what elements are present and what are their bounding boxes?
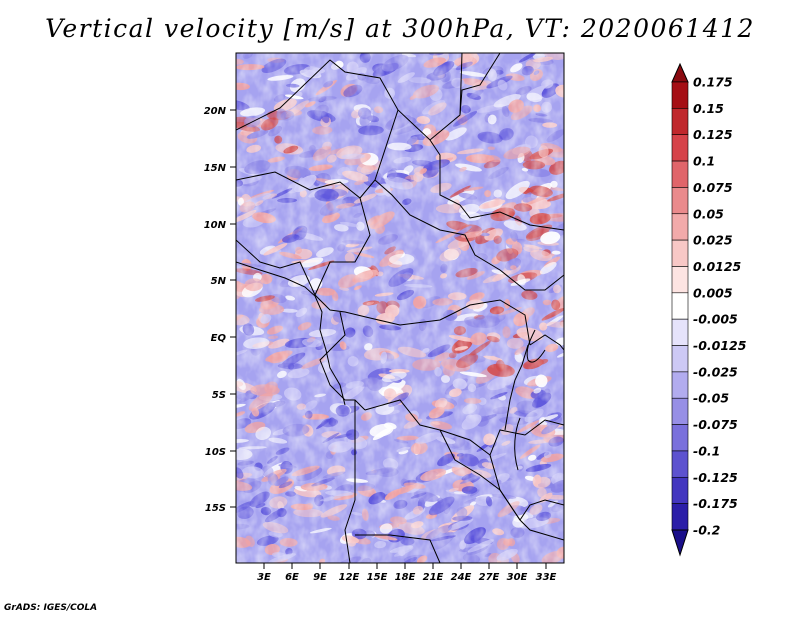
- colorbar-swatch: [671, 134, 689, 162]
- colorbar-label: 0.025: [693, 233, 733, 248]
- colorbar-swatch: [671, 424, 689, 452]
- colorbar-low-arrow: [671, 529, 689, 557]
- lon-tick: 30E: [507, 563, 528, 583]
- lat-tick: 10N: [204, 220, 236, 231]
- colorbar-swatch: [671, 108, 689, 136]
- colorbar-swatch: [671, 371, 689, 399]
- colorbar-label: 0.175: [693, 75, 733, 90]
- lon-tick: 15E: [367, 563, 388, 583]
- colorbar-label: -0.005: [693, 312, 738, 327]
- colorbar-swatch: [671, 81, 689, 109]
- colorbar-swatch: [671, 239, 689, 267]
- colorbar-label: -0.125: [693, 470, 738, 485]
- lon-tick: 27E: [479, 563, 500, 583]
- lon-tick: 9E: [313, 563, 327, 583]
- colorbar-label: 0.0125: [693, 259, 742, 274]
- colorbar-labels: 0.175 0.15 0.125 0.1 0.075 0.05 0.025 0.0125 0.0…: [693, 75, 747, 538]
- colorbar-label: -0.05: [693, 391, 729, 406]
- colorbar-swatch: [671, 397, 689, 425]
- lat-tick: 10S: [205, 447, 236, 458]
- lon-label-3e: 3E: [257, 572, 271, 583]
- lat-tick: 20N: [204, 106, 236, 117]
- colorbar-label: 0.125: [693, 127, 733, 142]
- lat-label-15s: 15S: [205, 503, 226, 514]
- colorbar-label: 0.005: [693, 285, 733, 300]
- lon-tick: 18E: [395, 563, 416, 583]
- lat-label-eq: EQ: [211, 333, 227, 344]
- lon-label-30e: 30E: [507, 572, 528, 583]
- colorbar-label: -0.2: [693, 523, 720, 538]
- chart-title: Vertical velocity [m/s] at 300hPa, VT: 2…: [45, 14, 755, 43]
- lon-label-24e: 24E: [451, 572, 472, 583]
- lon-tick: 24E: [451, 563, 472, 583]
- lat-label-5n: 5N: [211, 276, 227, 287]
- colorbar-label: 0.05: [693, 206, 724, 221]
- colorbar-swatch: [671, 292, 689, 320]
- colorbar-high-arrow: [671, 62, 689, 83]
- colorbar-label: -0.025: [693, 364, 738, 379]
- grads-credit: GrADS: IGES/COLA: [4, 603, 98, 613]
- latitude-axis: 20N 15N 10N 5N EQ 5S 10S 15S: [204, 106, 236, 514]
- map-frame: [235, 52, 565, 564]
- lon-tick: 33E: [536, 563, 557, 583]
- texture-overlay: [236, 53, 564, 563]
- lat-tick: 15S: [205, 503, 236, 514]
- lon-tick: 21E: [423, 563, 444, 583]
- lon-label-12e: 12E: [339, 572, 360, 583]
- lat-tick: 15N: [204, 163, 236, 174]
- lon-label-21e: 21E: [423, 572, 444, 583]
- colorbar-label: -0.075: [693, 417, 738, 432]
- lon-label-33e: 33E: [536, 572, 557, 583]
- colorbar-swatch: [671, 213, 689, 241]
- lat-label-5s: 5S: [212, 390, 226, 401]
- colorbar-label: -0.0125: [693, 338, 747, 353]
- lat-tick: 5S: [212, 390, 236, 401]
- colorbar-swatches: [671, 81, 689, 531]
- velocity-field: [236, 53, 564, 563]
- colorbar-swatch: [671, 476, 689, 504]
- lon-label-9e: 9E: [313, 572, 327, 583]
- colorbar-label: 0.1: [693, 154, 715, 169]
- lon-label-15e: 15E: [367, 572, 388, 583]
- colorbar-swatch: [671, 503, 689, 531]
- longitude-axis: 3E 6E 9E 12E 15E 18E 21E 24E 27E 30E 33E: [257, 563, 557, 583]
- lat-label-20n: 20N: [204, 106, 227, 117]
- lat-label-10s: 10S: [205, 447, 226, 458]
- lat-tick: EQ: [211, 333, 236, 344]
- lon-tick: 6E: [285, 563, 299, 583]
- lon-label-18e: 18E: [395, 572, 416, 583]
- colorbar-swatch: [671, 450, 689, 478]
- colorbar-label: 0.15: [693, 101, 724, 116]
- lon-tick: 3E: [257, 563, 271, 583]
- coastline: [236, 261, 346, 406]
- colorbar-label: 0.075: [693, 180, 733, 195]
- lat-label-15n: 15N: [204, 163, 227, 174]
- lat-label-10n: 10N: [204, 220, 227, 231]
- colorbar-label: -0.175: [693, 496, 738, 511]
- country-boundaries: [236, 53, 564, 563]
- colorbar-label: -0.1: [693, 443, 720, 458]
- colorbar-swatch: [671, 318, 689, 346]
- lon-label-6e: 6E: [285, 572, 299, 583]
- lon-label-27e: 27E: [479, 572, 500, 583]
- lon-tick: 12E: [339, 563, 360, 583]
- lat-tick: 5N: [211, 276, 236, 287]
- colorbar-swatch: [671, 266, 689, 294]
- colorbar: 0.175 0.15 0.125 0.1 0.075 0.05 0.025 0.0125 0.0…: [671, 62, 747, 557]
- colorbar-swatch: [671, 160, 689, 188]
- colorbar-swatch: [671, 345, 689, 373]
- colorbar-swatch: [671, 187, 689, 215]
